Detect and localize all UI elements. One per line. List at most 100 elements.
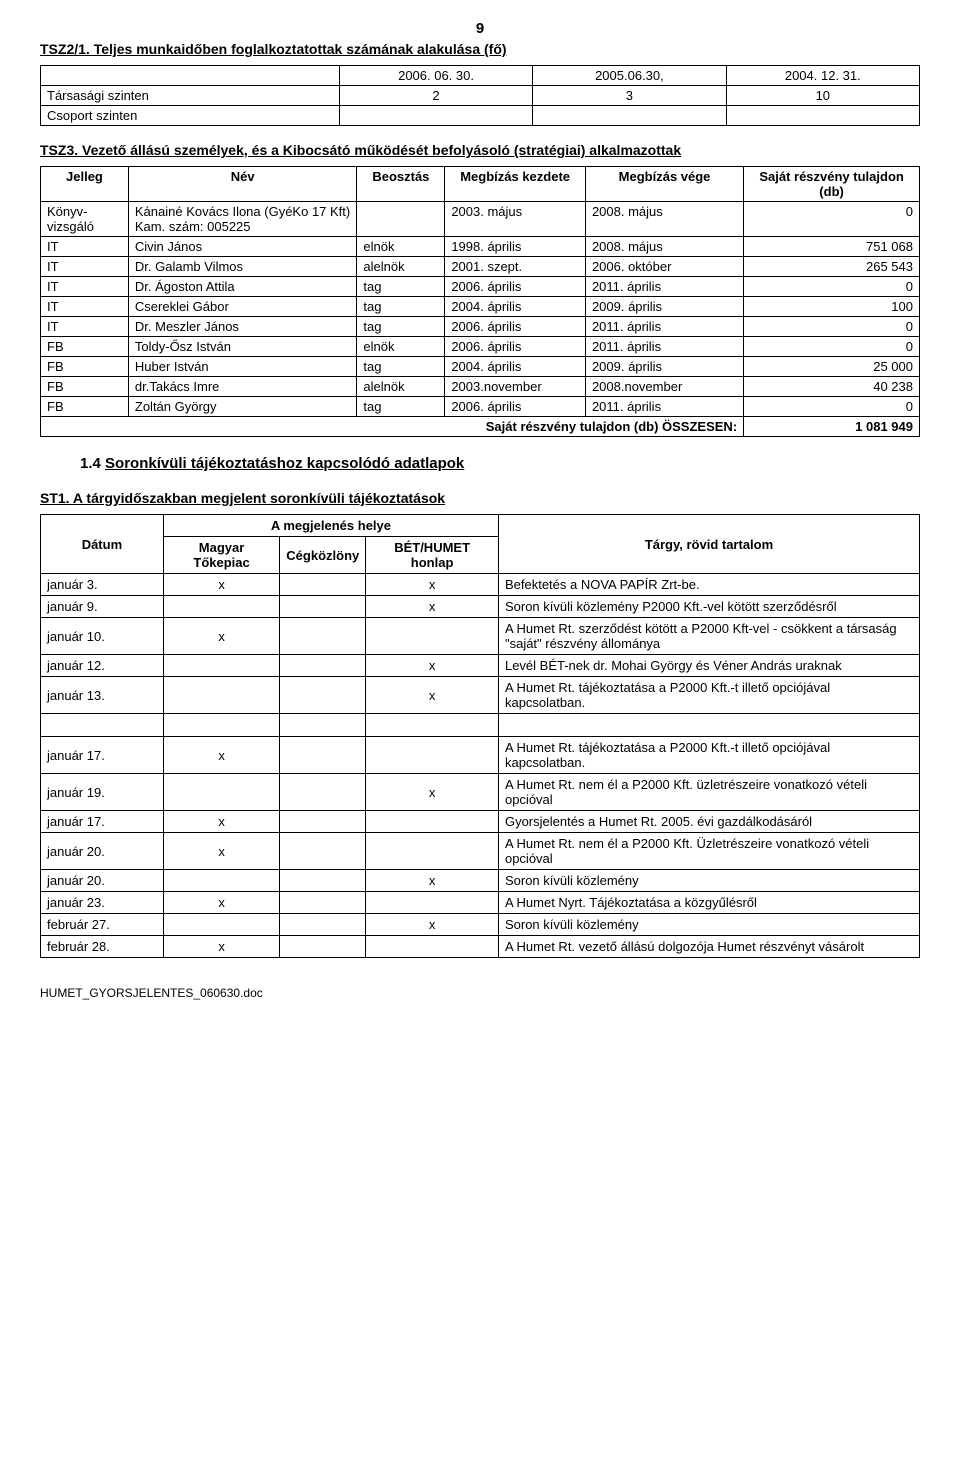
st1-cell-bet: x bbox=[366, 774, 499, 811]
tsz3-cell-nev: Dr. Ágoston Attila bbox=[128, 277, 357, 297]
tsz3-cell-vege: 2008.november bbox=[585, 377, 743, 397]
st1-h-group: A megjelenés helye bbox=[163, 515, 498, 537]
tsz2-r0c0: Társasági szinten bbox=[41, 86, 340, 106]
tsz3-cell-vege: 2008. május bbox=[585, 202, 743, 237]
tsz2-r1c3 bbox=[726, 106, 919, 126]
st1-cell-bet: x bbox=[366, 870, 499, 892]
table-row: ITCsereklei Gábortag2004. április2009. á… bbox=[41, 297, 920, 317]
tsz3-cell-nev: Toldy-Ősz István bbox=[128, 337, 357, 357]
tsz3-cell-db: 0 bbox=[744, 317, 920, 337]
st1-cell-bet bbox=[366, 737, 499, 774]
tsz2-header-row: 2006. 06. 30. 2005.06.30, 2004. 12. 31. bbox=[41, 66, 920, 86]
table-row: február 28.xA Humet Rt. vezető állású do… bbox=[41, 936, 920, 958]
tsz3-cell-vege: 2009. április bbox=[585, 357, 743, 377]
tsz3-sum-value: 1 081 949 bbox=[744, 417, 920, 437]
tsz3-cell-kezdet: 2004. április bbox=[445, 297, 586, 317]
st1-cell-magyar bbox=[163, 774, 279, 811]
table-row: január 12. xLevél BÉT-nek dr. Mohai Györg… bbox=[41, 655, 920, 677]
st1-cell-datum: január 20. bbox=[41, 833, 164, 870]
tsz3-cell-beosztas: tag bbox=[357, 277, 445, 297]
table-row: FBdr.Takács Imrealelnök2003.november2008… bbox=[41, 377, 920, 397]
footer-filename: HUMET_GYORSJELENTES_060630.doc bbox=[40, 986, 920, 1000]
table-row: ITCivin Jánoselnök1998. április2008. máj… bbox=[41, 237, 920, 257]
tsz3-table: Jelleg Név Beosztás Megbízás kezdete Meg… bbox=[40, 166, 920, 437]
tsz3-cell-beosztas: tag bbox=[357, 397, 445, 417]
st1-cell-cegkozlony bbox=[280, 936, 366, 958]
st1-cell-datum: január 9. bbox=[41, 596, 164, 618]
st1-cell-magyar bbox=[163, 914, 279, 936]
tsz3-cell-nev: Huber István bbox=[128, 357, 357, 377]
st1-cell-cegkozlony bbox=[280, 596, 366, 618]
st1-cell-cegkozlony bbox=[280, 914, 366, 936]
table-row: január 10.xA Humet Rt. szerződést kötött… bbox=[41, 618, 920, 655]
tsz3-cell-beosztas: alelnök bbox=[357, 257, 445, 277]
table-row: FBToldy-Ősz Istvánelnök2006. április2011… bbox=[41, 337, 920, 357]
tsz3-cell-beosztas: elnök bbox=[357, 237, 445, 257]
st1-cell-magyar bbox=[163, 655, 279, 677]
table-row: január 3.xxBefektetés a NOVA PAPÍR Zrt-b… bbox=[41, 574, 920, 596]
st1-h-targy: Tárgy, rövid tartalom bbox=[498, 515, 919, 574]
tsz3-cell-db: 0 bbox=[744, 277, 920, 297]
st1-cell-targy: A Humet Rt. tájékoztatása a P2000 Kft.-t… bbox=[498, 677, 919, 714]
st1-title: ST1. A tárgyidőszakban megjelent soronkí… bbox=[40, 490, 920, 506]
tsz3-cell-beosztas: elnök bbox=[357, 337, 445, 357]
tsz3-cell-vege: 2011. április bbox=[585, 397, 743, 417]
st1-cell-cegkozlony bbox=[280, 737, 366, 774]
tsz2-r1c1 bbox=[339, 106, 532, 126]
st1-cell-bet: x bbox=[366, 677, 499, 714]
tsz3-cell-beosztas: tag bbox=[357, 297, 445, 317]
tsz3-cell-jelleg: IT bbox=[41, 317, 129, 337]
st1-cell-targy: A Humet Rt. nem él a P2000 Kft. Üzletrés… bbox=[498, 833, 919, 870]
table-row: Könyv- vizsgálóKánainé Kovács Ilona (Gyé… bbox=[41, 202, 920, 237]
st1-cell-magyar: x bbox=[163, 833, 279, 870]
st1-cell-datum: január 17. bbox=[41, 737, 164, 774]
st1-cell-bet: x bbox=[366, 655, 499, 677]
tsz2-r0c2: 3 bbox=[533, 86, 726, 106]
st1-spacer-row bbox=[41, 714, 920, 737]
tsz3-header-row: Jelleg Név Beosztás Megbízás kezdete Meg… bbox=[41, 167, 920, 202]
st1-cell-datum: január 19. bbox=[41, 774, 164, 811]
tsz3-h2: Beosztás bbox=[357, 167, 445, 202]
st1-cell-datum: január 13. bbox=[41, 677, 164, 714]
st1-cell-magyar bbox=[163, 596, 279, 618]
tsz3-cell-kezdet: 2003.november bbox=[445, 377, 586, 397]
st1-cell-magyar: x bbox=[163, 811, 279, 833]
tsz3-cell-db: 0 bbox=[744, 337, 920, 357]
st1-cell-datum: február 27. bbox=[41, 914, 164, 936]
tsz3-cell-db: 25 000 bbox=[744, 357, 920, 377]
st1-cell-cegkozlony bbox=[280, 833, 366, 870]
st1-cell-datum: január 23. bbox=[41, 892, 164, 914]
st1-cell-magyar: x bbox=[163, 737, 279, 774]
st1-cell-magyar bbox=[163, 870, 279, 892]
tsz2-title: TSZ2/1. Teljes munkaidőben foglalkoztato… bbox=[40, 41, 920, 57]
table-row: Társasági szinten 2 3 10 bbox=[41, 86, 920, 106]
tsz3-cell-beosztas: tag bbox=[357, 317, 445, 337]
st1-cell-magyar: x bbox=[163, 936, 279, 958]
tsz3-cell-vege: 2009. április bbox=[585, 297, 743, 317]
tsz2-h2: 2005.06.30, bbox=[533, 66, 726, 86]
tsz3-cell-jelleg: IT bbox=[41, 297, 129, 317]
table-row: január 19.xA Humet Rt. nem él a P2000 Kf… bbox=[41, 774, 920, 811]
table-row: FBZoltán Györgytag2006. április2011. ápr… bbox=[41, 397, 920, 417]
st1-h-datum: Dátum bbox=[41, 515, 164, 574]
st1-cell-bet bbox=[366, 936, 499, 958]
tsz3-cell-beosztas: alelnök bbox=[357, 377, 445, 397]
tsz3-h1: Név bbox=[128, 167, 357, 202]
st1-cell-targy: Soron kívüli közlemény P2000 Kft.-vel kö… bbox=[498, 596, 919, 618]
table-row: január 17.xGyorsjelentés a Humet Rt. 200… bbox=[41, 811, 920, 833]
table-row: január 20.x A Humet Rt. nem él a P2000 Kf… bbox=[41, 833, 920, 870]
st1-cell-datum: január 12. bbox=[41, 655, 164, 677]
st1-cell-datum: január 3. bbox=[41, 574, 164, 596]
st1-cell-targy: Befektetés a NOVA PAPÍR Zrt-be. bbox=[498, 574, 919, 596]
st1-cell-targy: Levél BÉT-nek dr. Mohai György és Véner … bbox=[498, 655, 919, 677]
tsz3-cell-nev: Dr. Meszler János bbox=[128, 317, 357, 337]
st1-cell-cegkozlony bbox=[280, 655, 366, 677]
tsz3-cell-beosztas: tag bbox=[357, 357, 445, 377]
st1-cell-datum: január 17. bbox=[41, 811, 164, 833]
tsz3-cell-vege: 2011. április bbox=[585, 277, 743, 297]
st1-h-magyar: Magyar Tőkepiac bbox=[163, 537, 279, 574]
tsz3-cell-db: 40 238 bbox=[744, 377, 920, 397]
tsz3-cell-nev: Zoltán György bbox=[128, 397, 357, 417]
st1-header-row1: Dátum A megjelenés helye Tárgy, rövid ta… bbox=[41, 515, 920, 537]
st1-cell-targy: Soron kívüli közlemény bbox=[498, 870, 919, 892]
